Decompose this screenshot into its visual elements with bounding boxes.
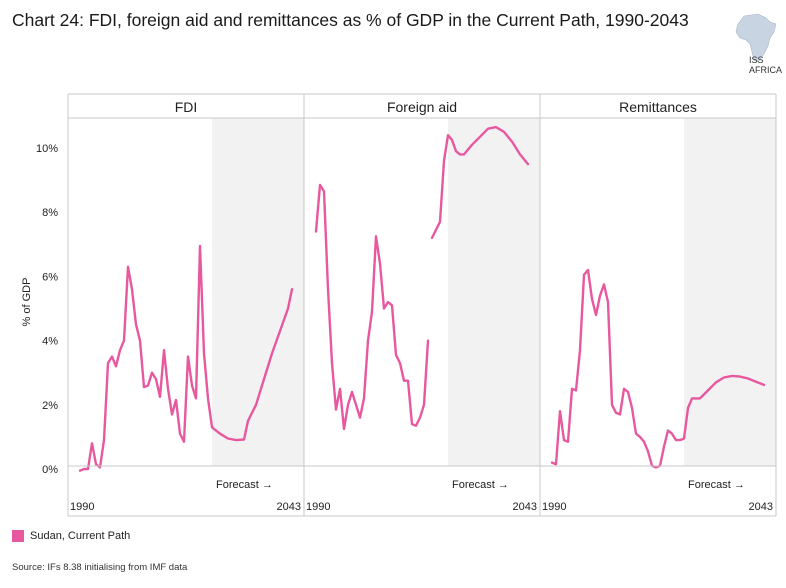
source-note: Source: IFs 8.38 initialising from IMF d… xyxy=(12,562,188,573)
y-tick-label: 10% xyxy=(36,143,58,155)
panel-title: Remittances xyxy=(619,99,697,115)
series-line-fdi xyxy=(78,244,294,472)
legend: Sudan, Current Path xyxy=(12,530,130,542)
y-tick-label: 0% xyxy=(42,464,58,476)
legend-swatch xyxy=(12,530,24,542)
x-tick-label: 1990 xyxy=(542,501,566,513)
x-tick-label: 2043 xyxy=(513,501,537,513)
forecast-label: Forecast → xyxy=(452,479,509,491)
forecast-label: Forecast → xyxy=(216,479,273,491)
panel-title: FDI xyxy=(175,99,198,115)
forecast-region xyxy=(212,118,304,466)
x-tick-label: 1990 xyxy=(70,501,94,513)
x-tick-label: 2043 xyxy=(277,501,301,513)
y-tick-label: 6% xyxy=(42,271,58,283)
forecast-region xyxy=(448,118,540,466)
y-tick-label: 8% xyxy=(42,207,58,219)
y-tick-label: 4% xyxy=(42,336,58,348)
legend-label: Sudan, Current Path xyxy=(30,530,131,542)
series-line-foreign-aid xyxy=(314,183,430,431)
logo-text: ISS AFRICA xyxy=(749,55,783,75)
y-axis-label: % of GDP xyxy=(21,278,33,327)
africa-map-logo-icon xyxy=(735,13,777,63)
x-tick-label: 1990 xyxy=(306,501,330,513)
x-tick-label: 2043 xyxy=(749,501,773,513)
chart-title: Chart 24: FDI, foreign aid and remittanc… xyxy=(12,10,689,30)
series-line-foreign-aid xyxy=(430,125,530,240)
series-line-remittances xyxy=(550,268,766,469)
y-tick-label: 2% xyxy=(42,400,58,412)
forecast-region xyxy=(684,118,776,466)
panel-title: Foreign aid xyxy=(387,99,457,115)
forecast-label: Forecast → xyxy=(688,479,745,491)
